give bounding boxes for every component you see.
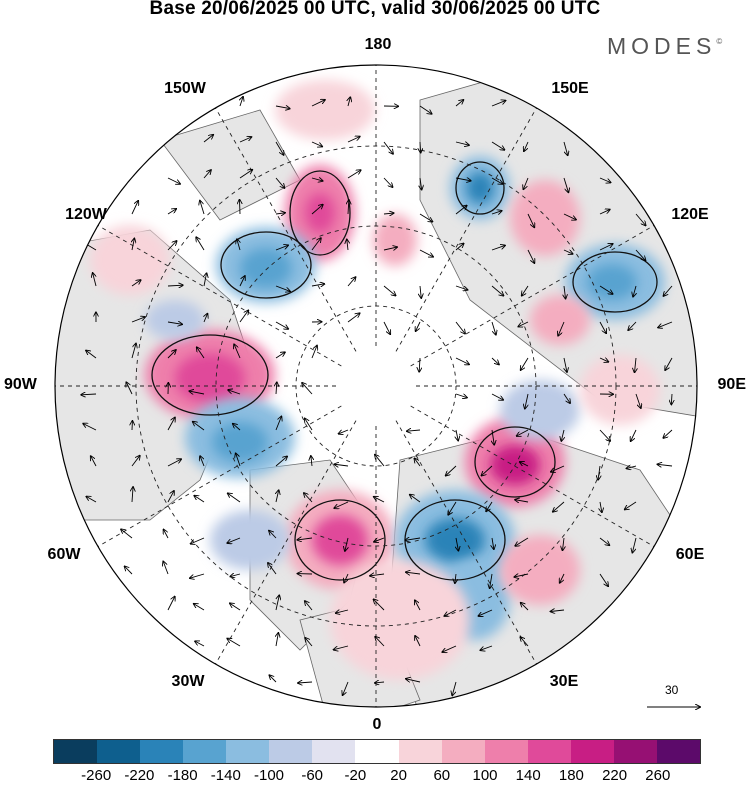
colorbar-swatch bbox=[97, 740, 140, 763]
vector-scale-value: 30 bbox=[665, 683, 678, 697]
colorbar-tick-label: -140 bbox=[211, 767, 241, 784]
colorbar-tick-label: 20 bbox=[390, 767, 407, 784]
colorbar-swatch bbox=[226, 740, 269, 763]
colorbar-tick-label: 260 bbox=[645, 767, 670, 784]
lon-label-150w: 150W bbox=[164, 80, 206, 98]
colorbar-tick-label: -20 bbox=[345, 767, 367, 784]
colorbar-swatch bbox=[54, 740, 97, 763]
lon-label-150e: 150E bbox=[551, 80, 588, 98]
colorbar-tick-label: 100 bbox=[472, 767, 497, 784]
lon-label-90e: 90E bbox=[718, 376, 746, 394]
colorbar-tick-label: -220 bbox=[124, 767, 154, 784]
colorbar-swatch bbox=[614, 740, 657, 763]
colorbar-swatch bbox=[528, 740, 571, 763]
colorbar-swatch bbox=[140, 740, 183, 763]
colorbar-tick-label: -100 bbox=[254, 767, 284, 784]
lon-label-120e: 120E bbox=[671, 206, 708, 224]
colorbar bbox=[53, 739, 701, 764]
lon-label-60e: 60E bbox=[676, 546, 704, 564]
lon-label-30e: 30E bbox=[550, 673, 578, 691]
colorbar-tick-label: 220 bbox=[602, 767, 627, 784]
lon-label-120w: 120W bbox=[65, 206, 107, 224]
colorbar-swatch bbox=[442, 740, 485, 763]
lon-label-60w: 60W bbox=[48, 546, 81, 564]
lon-label-90w: 90W bbox=[4, 376, 37, 394]
colorbar-swatch bbox=[485, 740, 528, 763]
colorbar-swatch bbox=[355, 740, 398, 763]
colorbar-swatch bbox=[269, 740, 312, 763]
colorbar-tick-label: 140 bbox=[516, 767, 541, 784]
lon-label-0: 0 bbox=[373, 716, 382, 734]
colorbar-swatch bbox=[571, 740, 614, 763]
colorbar-swatch bbox=[183, 740, 226, 763]
colorbar-swatch bbox=[657, 740, 700, 763]
colorbar-swatch bbox=[312, 740, 355, 763]
colorbar-tick-label: -60 bbox=[301, 767, 323, 784]
colorbar-tick-label: -180 bbox=[168, 767, 198, 784]
colorbar-tick-label: 180 bbox=[559, 767, 584, 784]
lon-label-30w: 30W bbox=[172, 673, 205, 691]
lon-label-180: 180 bbox=[365, 36, 392, 54]
colorbar-ticks: -260 -220 -180 -140 -100 -60 -20 20 60 100 140 180 2… bbox=[0, 767, 750, 785]
colorbar-tick-label: 60 bbox=[433, 767, 450, 784]
colorbar-tick-label: -260 bbox=[81, 767, 111, 784]
map-disk bbox=[40, 50, 720, 730]
colorbar-swatch bbox=[399, 740, 442, 763]
